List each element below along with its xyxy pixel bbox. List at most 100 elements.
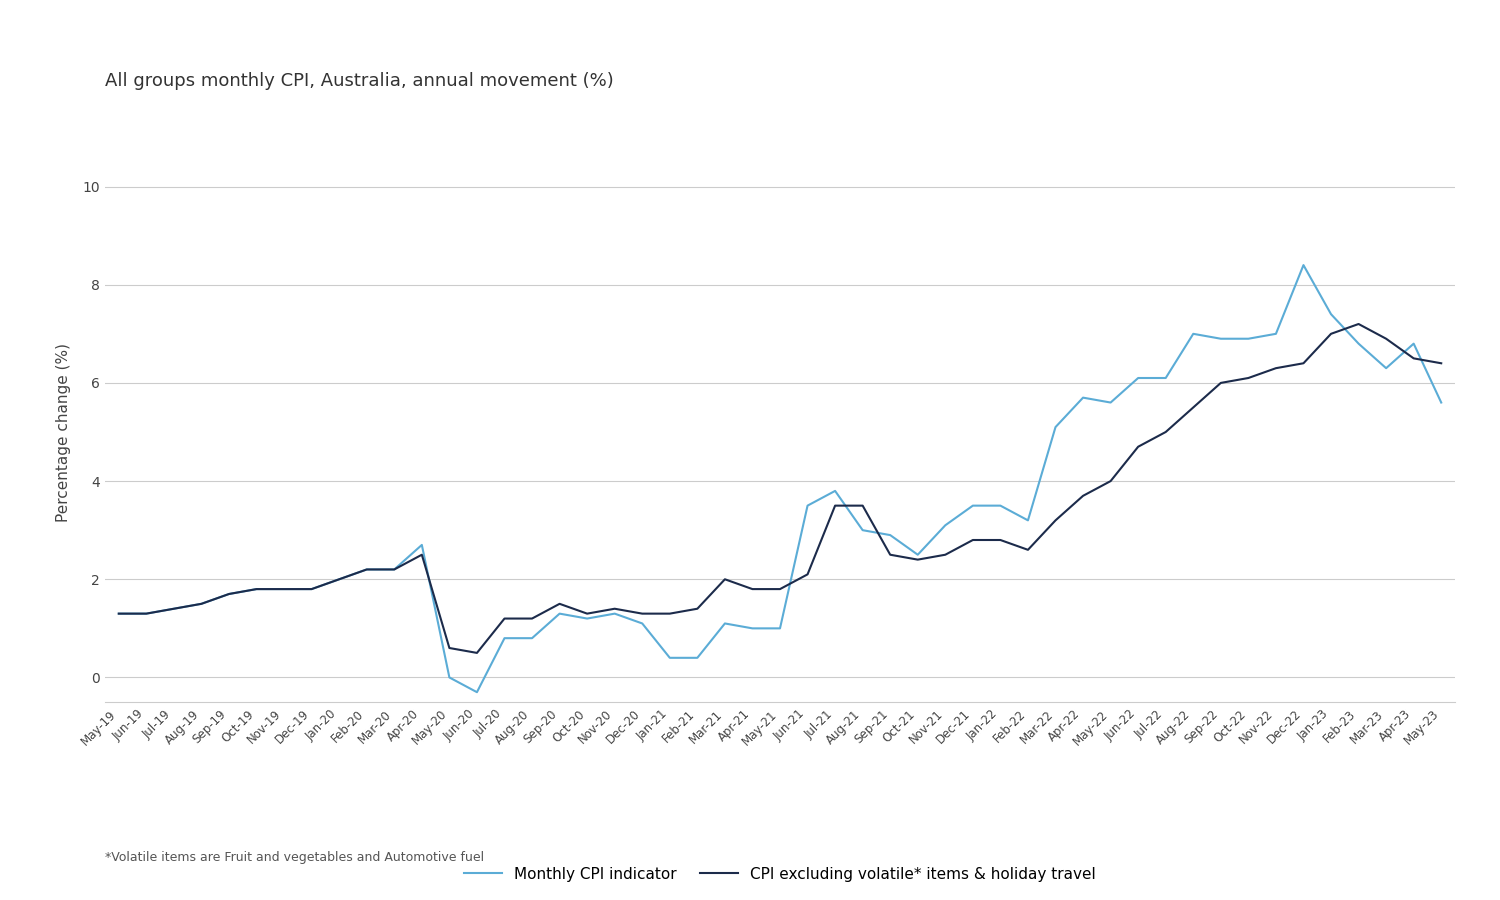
Monthly CPI indicator — [192, 598, 210, 609]
CPI excluding volatile* items & holiday travel — [413, 549, 430, 560]
CPI excluding volatile* items & holiday travel — [165, 603, 183, 614]
CPI excluding volatile* items & holiday travel — [964, 535, 982, 545]
CPI excluding volatile* items & holiday travel — [1432, 358, 1450, 369]
CPI excluding volatile* items & holiday travel — [662, 608, 680, 619]
Monthly CPI indicator — [1101, 397, 1119, 408]
Monthly CPI indicator — [1074, 392, 1092, 403]
CPI excluding volatile* items & holiday travel — [771, 584, 789, 595]
CPI excluding volatile* items & holiday travel — [495, 613, 513, 624]
CPI excluding volatile* items & holiday travel — [1377, 333, 1395, 344]
Monthly CPI indicator — [936, 520, 954, 531]
Monthly CPI indicator — [1404, 338, 1422, 349]
Monthly CPI indicator — [357, 564, 375, 575]
CPI excluding volatile* items & holiday travel — [524, 613, 542, 624]
Text: All groups monthly CPI, Australia, annual movement (%): All groups monthly CPI, Australia, annua… — [105, 72, 614, 90]
CPI excluding volatile* items & holiday travel — [550, 598, 568, 609]
CPI excluding volatile* items & holiday travel — [1350, 319, 1368, 329]
CPI excluding volatile* items & holiday travel — [936, 549, 954, 560]
Monthly CPI indicator — [1377, 363, 1395, 374]
Line: CPI excluding volatile* items & holiday travel: CPI excluding volatile* items & holiday … — [118, 324, 1442, 652]
Line: Monthly CPI indicator: Monthly CPI indicator — [118, 266, 1442, 692]
Monthly CPI indicator — [1212, 333, 1230, 344]
Monthly CPI indicator — [1322, 309, 1340, 320]
Monthly CPI indicator — [771, 623, 789, 634]
Monthly CPI indicator — [606, 608, 624, 619]
CPI excluding volatile* items & holiday travel — [110, 608, 128, 619]
CPI excluding volatile* items & holiday travel — [909, 554, 927, 565]
CPI excluding volatile* items & holiday travel — [468, 647, 486, 658]
Monthly CPI indicator — [688, 652, 706, 663]
CPI excluding volatile* items & holiday travel — [1294, 358, 1312, 369]
Monthly CPI indicator — [110, 608, 128, 619]
CPI excluding volatile* items & holiday travel — [1404, 353, 1422, 364]
CPI excluding volatile* items & holiday travel — [827, 500, 844, 511]
Monthly CPI indicator — [880, 530, 898, 541]
Monthly CPI indicator — [550, 608, 568, 619]
Monthly CPI indicator — [220, 589, 238, 599]
Monthly CPI indicator — [495, 633, 513, 643]
Monthly CPI indicator — [1156, 373, 1174, 383]
CPI excluding volatile* items & holiday travel — [1047, 515, 1065, 526]
Monthly CPI indicator — [716, 618, 734, 629]
Monthly CPI indicator — [909, 549, 927, 560]
Monthly CPI indicator — [386, 564, 404, 575]
Monthly CPI indicator — [413, 539, 430, 550]
Monthly CPI indicator — [303, 584, 321, 595]
CPI excluding volatile* items & holiday travel — [880, 549, 898, 560]
Monthly CPI indicator — [662, 652, 680, 663]
Monthly CPI indicator — [633, 618, 651, 629]
Monthly CPI indicator — [744, 623, 762, 634]
Monthly CPI indicator — [1047, 422, 1065, 433]
CPI excluding volatile* items & holiday travel — [606, 603, 624, 614]
Text: *Volatile items are Fruit and vegetables and Automotive fuel: *Volatile items are Fruit and vegetables… — [105, 851, 484, 864]
Monthly CPI indicator — [330, 574, 348, 585]
CPI excluding volatile* items & holiday travel — [1185, 402, 1203, 413]
Monthly CPI indicator — [274, 584, 292, 595]
CPI excluding volatile* items & holiday travel — [716, 574, 734, 585]
Monthly CPI indicator — [992, 500, 1010, 511]
CPI excluding volatile* items & holiday travel — [1268, 363, 1286, 374]
Monthly CPI indicator — [1130, 373, 1148, 383]
CPI excluding volatile* items & holiday travel — [1212, 377, 1230, 388]
CPI excluding volatile* items & holiday travel — [744, 584, 762, 595]
Monthly CPI indicator — [1239, 333, 1257, 344]
CPI excluding volatile* items & holiday travel — [330, 574, 348, 585]
CPI excluding volatile* items & holiday travel — [1101, 476, 1119, 487]
Monthly CPI indicator — [1432, 397, 1450, 408]
CPI excluding volatile* items & holiday travel — [357, 564, 375, 575]
CPI excluding volatile* items & holiday travel — [248, 584, 266, 595]
CPI excluding volatile* items & holiday travel — [1322, 328, 1340, 339]
Y-axis label: Percentage change (%): Percentage change (%) — [57, 343, 72, 521]
CPI excluding volatile* items & holiday travel — [578, 608, 596, 619]
CPI excluding volatile* items & holiday travel — [1130, 441, 1148, 452]
Monthly CPI indicator — [1294, 260, 1312, 271]
Monthly CPI indicator — [1350, 338, 1368, 349]
Monthly CPI indicator — [853, 525, 871, 535]
Legend: Monthly CPI indicator, CPI excluding volatile* items & holiday travel: Monthly CPI indicator, CPI excluding vol… — [458, 860, 1102, 888]
CPI excluding volatile* items & holiday travel — [303, 584, 321, 595]
CPI excluding volatile* items & holiday travel — [220, 589, 238, 599]
CPI excluding volatile* items & holiday travel — [192, 598, 210, 609]
Monthly CPI indicator — [441, 672, 459, 683]
Monthly CPI indicator — [798, 500, 816, 511]
Monthly CPI indicator — [248, 584, 266, 595]
CPI excluding volatile* items & holiday travel — [386, 564, 404, 575]
CPI excluding volatile* items & holiday travel — [688, 603, 706, 614]
CPI excluding volatile* items & holiday travel — [1019, 544, 1036, 555]
CPI excluding volatile* items & holiday travel — [1156, 427, 1174, 437]
Monthly CPI indicator — [524, 633, 542, 643]
CPI excluding volatile* items & holiday travel — [633, 608, 651, 619]
Monthly CPI indicator — [1268, 328, 1286, 339]
CPI excluding volatile* items & holiday travel — [1074, 491, 1092, 501]
Monthly CPI indicator — [138, 608, 156, 619]
CPI excluding volatile* items & holiday travel — [798, 569, 816, 580]
Monthly CPI indicator — [165, 603, 183, 614]
CPI excluding volatile* items & holiday travel — [992, 535, 1010, 545]
CPI excluding volatile* items & holiday travel — [441, 643, 459, 653]
Monthly CPI indicator — [964, 500, 982, 511]
CPI excluding volatile* items & holiday travel — [853, 500, 871, 511]
Monthly CPI indicator — [1185, 328, 1203, 339]
CPI excluding volatile* items & holiday travel — [138, 608, 156, 619]
CPI excluding volatile* items & holiday travel — [274, 584, 292, 595]
Monthly CPI indicator — [578, 613, 596, 624]
